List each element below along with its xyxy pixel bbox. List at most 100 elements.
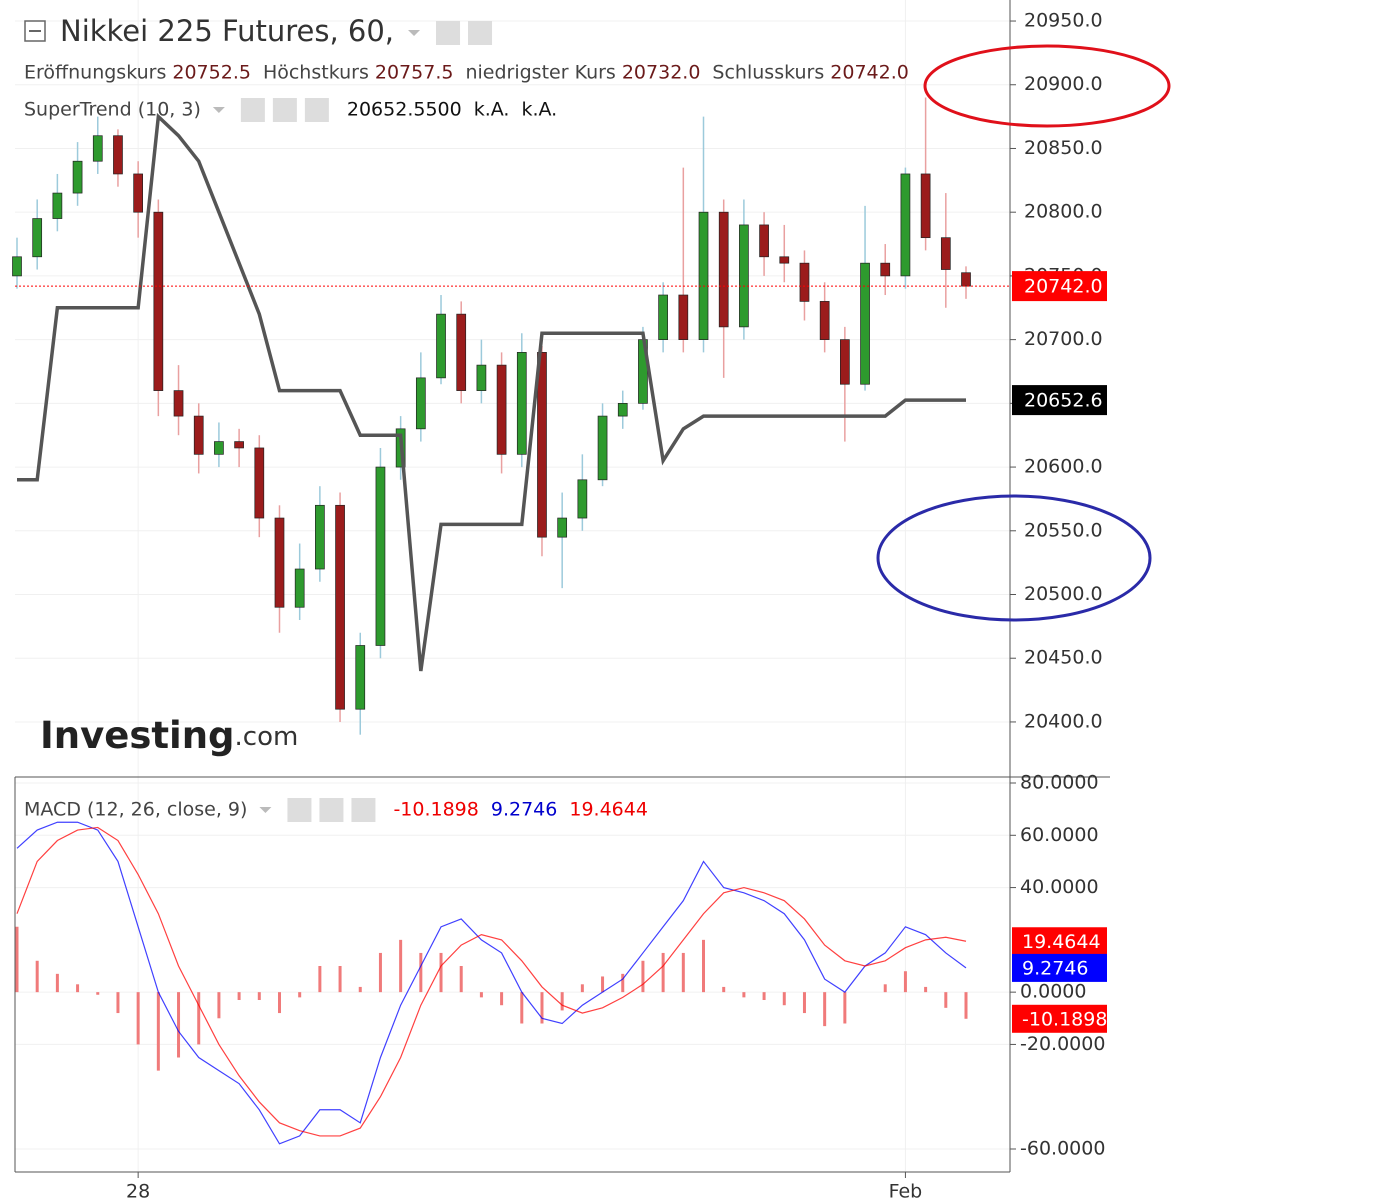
- settings-icon[interactable]: [468, 21, 493, 45]
- candle-body: [577, 479, 588, 519]
- y-tick-label: 0.0000: [1020, 981, 1086, 1003]
- legend-value: 20732.0: [622, 62, 701, 84]
- y-tick-label: -60.0000: [1020, 1137, 1105, 1159]
- candle-body: [274, 517, 285, 608]
- x-tick-label: 28: [126, 1181, 150, 1203]
- visibility-icon[interactable]: [240, 98, 265, 122]
- y-tick-label: 20700.0: [1024, 328, 1103, 350]
- candle-body: [153, 211, 164, 391]
- candle-body: [658, 294, 668, 340]
- candle-body: [214, 441, 224, 455]
- chart-title: Nikkei 225 Futures, 60,: [60, 14, 394, 48]
- y-tick-label: 20800.0: [1024, 201, 1103, 223]
- signal-line: [16, 826, 967, 1137]
- settings-icon[interactable]: [319, 798, 344, 822]
- y-tick-label: 20900.0: [1024, 73, 1103, 95]
- marks: Investing.com: [12, 97, 1010, 1145]
- candle-body: [113, 135, 123, 175]
- candle-body: [436, 313, 446, 379]
- remove-icon[interactable]: [304, 98, 329, 122]
- candle-body: [32, 218, 43, 258]
- y-tick-label: 60.0000: [1020, 824, 1099, 846]
- y-tick-label: 20950.0: [1024, 10, 1103, 32]
- candle-body: [72, 160, 83, 194]
- candle-body: [254, 447, 265, 519]
- legend-value: 9.2746: [491, 799, 557, 821]
- candle-body: [880, 262, 891, 277]
- legend-value: 20752.5: [172, 62, 251, 84]
- y-tick-label: 20450.0: [1024, 647, 1103, 669]
- legend-label: niedrigster Kurs: [465, 62, 615, 84]
- candle-body: [860, 262, 870, 385]
- legend-label: MACD (12, 26, close, 9): [24, 799, 247, 821]
- candle-body: [12, 256, 22, 277]
- dropdown-icon: [212, 107, 225, 113]
- candle-body: [294, 568, 305, 608]
- candle-body: [698, 211, 709, 340]
- value-label-box: [1012, 927, 1107, 956]
- candle-body: [920, 173, 931, 239]
- candle-body: [476, 364, 487, 391]
- ohlc-legend: Eröffnungskurs 20752.5 Höchstkurs 20757.5 ni…: [24, 62, 909, 84]
- candle-body: [537, 352, 547, 538]
- legend-label: Eröffnungskurs: [24, 62, 166, 84]
- annotation-ellipse: [923, 44, 1171, 128]
- supertrend-legend: SuperTrend (10, 3) 20652.5500 k.A. k.A.: [24, 98, 557, 122]
- watermark: Investing.com: [40, 714, 298, 757]
- y-tick-label: 20400.0: [1024, 710, 1103, 732]
- y-tick-label: 20850.0: [1024, 137, 1103, 159]
- candle-body: [193, 415, 204, 455]
- y-tick-label: 40.0000: [1020, 876, 1099, 898]
- candle-body: [456, 313, 467, 391]
- collapse-icon[interactable]: [24, 20, 46, 42]
- macd-line: [16, 821, 967, 1145]
- candle-body: [92, 135, 103, 162]
- y-tick-label: -20.0000: [1020, 1033, 1105, 1055]
- watermark-brand: Investing: [40, 714, 235, 757]
- watermark-suffix: .com: [235, 722, 299, 752]
- candle-body: [678, 294, 689, 340]
- candle-body: [315, 504, 325, 570]
- candle-body: [415, 377, 426, 430]
- y-tick-label: 20550.0: [1024, 519, 1103, 541]
- visibility-icon[interactable]: [436, 21, 461, 45]
- candle-body: [840, 339, 850, 385]
- candle-body: [234, 441, 244, 449]
- y-tick-label: 20500.0: [1024, 583, 1103, 605]
- legend-value: 19.4644: [569, 799, 648, 821]
- legend-label: Höchstkurs: [263, 62, 369, 84]
- macd-legend: MACD (12, 26, close, 9) -10.1898 9.2746 19.…: [24, 798, 648, 822]
- y-tick-label: 80.0000: [1020, 772, 1099, 794]
- legend-label: SuperTrend (10, 3): [24, 99, 201, 121]
- candle-body: [940, 237, 951, 270]
- value-label: 19.4644: [1022, 931, 1101, 953]
- settings-icon[interactable]: [272, 98, 297, 122]
- legend-value: 20742.0: [830, 62, 909, 84]
- dropdown-icon: [259, 807, 272, 813]
- candle-body: [335, 504, 345, 710]
- dropdown-icon: [408, 30, 421, 36]
- candle-body: [799, 262, 810, 302]
- y-tick-label: 20600.0: [1024, 456, 1103, 478]
- value-label-box: [1012, 953, 1107, 982]
- candle-body: [355, 645, 366, 710]
- visibility-icon[interactable]: [287, 798, 312, 822]
- legend-value: k.A.: [521, 99, 557, 121]
- legend-value: 20652.5500: [347, 99, 462, 121]
- candle-body: [759, 224, 769, 258]
- value-label-box: [1012, 1004, 1107, 1033]
- value-label: -10.1898: [1022, 1008, 1107, 1030]
- candle-body: [597, 415, 608, 481]
- candle-body: [375, 466, 386, 646]
- candle-body: [739, 224, 749, 328]
- price-label-box: [1012, 385, 1107, 416]
- legend-value: k.A.: [474, 99, 510, 121]
- candle-body: [617, 402, 628, 417]
- supertrend-line: [17, 112, 966, 672]
- price-label: 20652.6: [1024, 390, 1103, 412]
- candle-body: [718, 211, 729, 328]
- remove-icon[interactable]: [351, 798, 376, 822]
